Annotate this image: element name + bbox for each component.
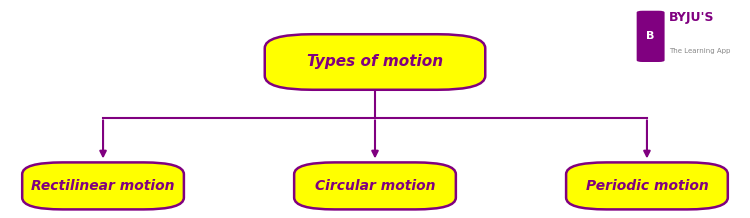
Text: The Learning App: The Learning App <box>669 48 730 54</box>
Text: Periodic motion: Periodic motion <box>586 179 708 193</box>
Text: Types of motion: Types of motion <box>307 54 443 70</box>
FancyBboxPatch shape <box>22 162 184 209</box>
FancyBboxPatch shape <box>637 11 664 62</box>
Text: Rectilinear motion: Rectilinear motion <box>32 179 175 193</box>
Text: Circular motion: Circular motion <box>315 179 435 193</box>
Text: BYJU'S: BYJU'S <box>669 11 715 24</box>
Text: B: B <box>646 31 655 41</box>
FancyBboxPatch shape <box>566 162 728 209</box>
FancyBboxPatch shape <box>265 34 485 90</box>
FancyBboxPatch shape <box>294 162 456 209</box>
